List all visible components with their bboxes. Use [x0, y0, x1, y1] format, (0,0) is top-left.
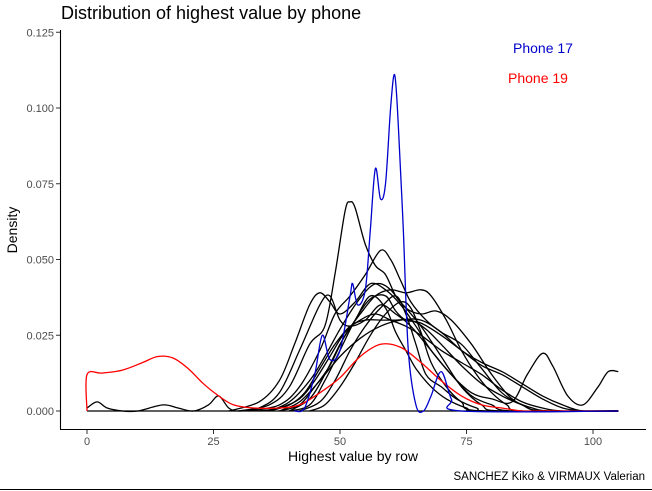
y-tick-label: 0.025 — [26, 330, 54, 342]
y-tick-label: 0.125 — [26, 27, 54, 39]
y-axis-label: Density — [4, 207, 20, 254]
density-line-other — [309, 301, 619, 413]
x-axis-label: Highest value by row — [288, 448, 419, 464]
density-line-other — [228, 282, 619, 413]
density-line-other — [248, 249, 619, 413]
chart-title: Distribution of highest value by phone — [61, 3, 361, 23]
x-tick-label: 0 — [84, 436, 90, 448]
y-tick-label: 0.100 — [26, 103, 54, 115]
x-tick-label: 100 — [584, 436, 602, 448]
y-tick-label: 0.000 — [26, 406, 54, 418]
density-line-other — [279, 318, 619, 413]
plot-area — [85, 73, 619, 414]
density-line-phone17 — [294, 73, 619, 414]
legend-phone-17: Phone 17 — [513, 40, 573, 56]
density-line-phone19 — [85, 343, 619, 412]
legend-phone-19: Phone 19 — [508, 70, 568, 86]
y-tick-label: 0.075 — [26, 179, 54, 191]
density-line-other — [258, 313, 619, 412]
x-tick-label: 50 — [334, 436, 346, 448]
x-tick-label: 75 — [460, 436, 472, 448]
y-tick-label: 0.050 — [26, 255, 54, 267]
x-tick-label: 25 — [207, 436, 219, 448]
chart-caption: SANCHEZ Kiko & VIRMAUX Valerian — [453, 471, 645, 483]
x-axis-ticks: 0 25 50 75 100 — [84, 430, 602, 448]
density-line-other — [289, 294, 619, 412]
density-line-other — [238, 201, 619, 413]
y-axis-ticks: 0.000 0.025 0.050 0.075 0.100 0.125 — [26, 27, 60, 418]
